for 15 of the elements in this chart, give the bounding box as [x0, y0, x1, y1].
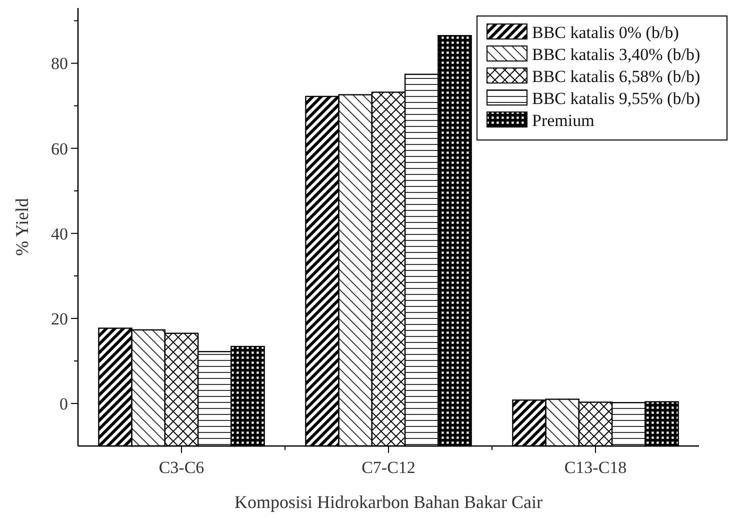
x-tick-label: C13-C18 [564, 458, 627, 477]
y-tick-label: 60 [51, 139, 68, 158]
y-tick-label: 80 [51, 54, 68, 74]
y-tick-label: 40 [51, 224, 68, 244]
legend-label: BBC katalis 9,55% (b/b) [532, 88, 700, 108]
y-tick-label: 20 [51, 309, 68, 328]
x-tick-label: C7-C12 [362, 458, 416, 477]
legend-label: BBC katalis 3,40% (b/b) [532, 44, 700, 64]
legend-label: BBC katalis 6,58% (b/b) [532, 66, 700, 86]
x-tick-label: C3-C6 [158, 458, 204, 477]
legend-label: Premium [532, 110, 594, 130]
y-tick-label: 0 [60, 394, 68, 414]
legend-label: BBC katalis 0% (b/b) [532, 22, 679, 42]
y-axis-title: % Yield [12, 198, 32, 256]
x-axis-title: Komposisi Hidrokarbon Bahan Bakar Cair [234, 492, 542, 512]
